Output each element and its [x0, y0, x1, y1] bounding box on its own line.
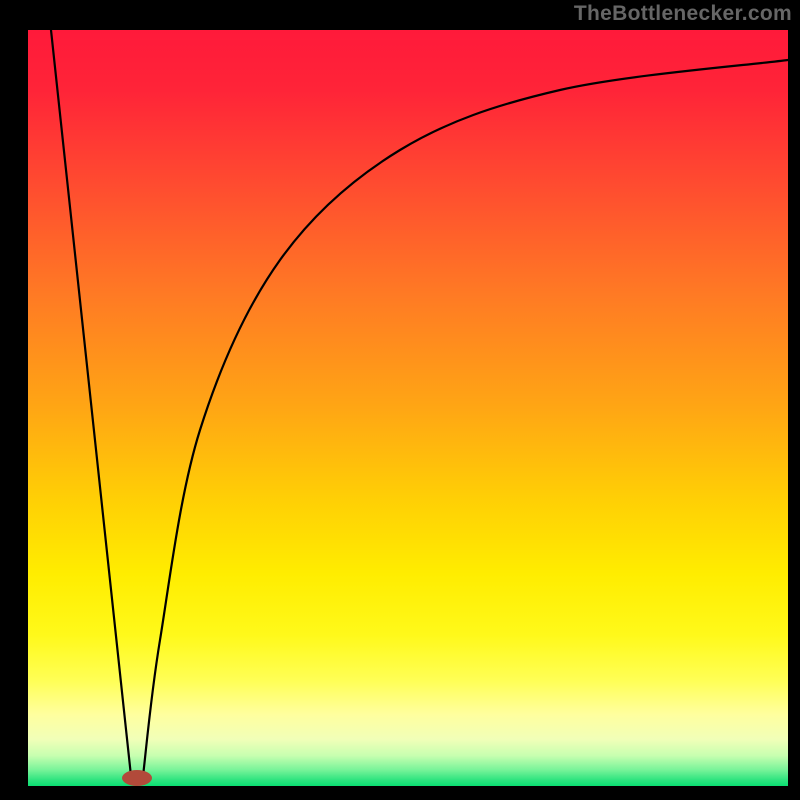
bottleneck-chart-svg: [0, 0, 800, 800]
gradient-background: [28, 30, 788, 786]
watermark-text: TheBottlenecker.com: [574, 2, 792, 26]
optimal-point-marker: [122, 770, 152, 786]
chart-container: TheBottlenecker.com: [0, 0, 800, 800]
